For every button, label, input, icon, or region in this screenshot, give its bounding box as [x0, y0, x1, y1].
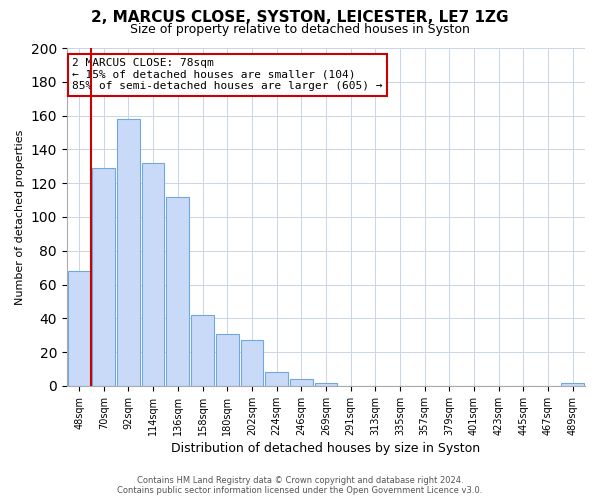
Bar [265, 372, 288, 386]
Bar [314, 382, 337, 386]
Bar [117, 119, 140, 386]
Text: 2 MARCUS CLOSE: 78sqm
← 15% of detached houses are smaller (104)
85% of semi-det: 2 MARCUS CLOSE: 78sqm ← 15% of detached … [72, 58, 382, 92]
Bar [191, 315, 214, 386]
Bar [241, 340, 263, 386]
Bar [92, 168, 115, 386]
Text: 2, MARCUS CLOSE, SYSTON, LEICESTER, LE7 1ZG: 2, MARCUS CLOSE, SYSTON, LEICESTER, LE7 … [91, 10, 509, 25]
Bar [68, 271, 91, 386]
X-axis label: Distribution of detached houses by size in Syston: Distribution of detached houses by size … [172, 442, 481, 455]
Text: Size of property relative to detached houses in Syston: Size of property relative to detached ho… [130, 22, 470, 36]
Bar [290, 379, 313, 386]
Bar [166, 196, 189, 386]
Text: Contains HM Land Registry data © Crown copyright and database right 2024.
Contai: Contains HM Land Registry data © Crown c… [118, 476, 482, 495]
Bar [216, 334, 239, 386]
Bar [562, 382, 584, 386]
Y-axis label: Number of detached properties: Number of detached properties [15, 130, 25, 304]
Bar [142, 163, 164, 386]
